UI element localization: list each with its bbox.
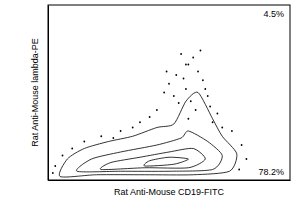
event-dot <box>238 169 240 171</box>
event-dot <box>190 100 192 102</box>
x-axis-title: Rat Anti-Mouse CD19-FITC <box>114 187 225 197</box>
marks <box>52 50 247 177</box>
event-dot <box>149 116 151 118</box>
event-dot <box>246 158 248 160</box>
event-dot <box>212 121 214 123</box>
quadrant-percent: 78.2% <box>258 167 284 177</box>
axis-line <box>49 180 291 181</box>
event-dot <box>100 135 102 137</box>
event-dot <box>156 109 158 111</box>
x-axis <box>49 180 291 181</box>
event-dot <box>183 78 185 80</box>
event-dot <box>180 53 182 55</box>
event-dot <box>185 64 187 66</box>
event-dot <box>139 121 141 123</box>
event-dot <box>54 165 56 167</box>
contour <box>76 131 222 172</box>
y-axis-title: Rat Anti-Mouse lambda-PE <box>30 38 40 147</box>
event-dot <box>209 106 211 108</box>
event-dot <box>120 130 122 132</box>
event-dot <box>187 118 189 120</box>
event-dot <box>231 130 233 132</box>
event-dot <box>241 144 243 146</box>
event-dot <box>217 113 219 115</box>
event-dot <box>52 172 54 174</box>
event-dot <box>173 95 175 97</box>
event-dot <box>200 50 202 52</box>
event-dot <box>168 83 170 85</box>
event-dot <box>71 148 73 150</box>
event-dot <box>112 137 114 139</box>
event-dot <box>166 71 168 73</box>
event-dot <box>185 88 187 90</box>
event-dot <box>195 109 197 111</box>
event-dot <box>207 95 209 97</box>
contour <box>59 92 237 177</box>
event-dot <box>187 64 189 66</box>
event-dot <box>204 88 206 90</box>
event-dot <box>197 71 199 73</box>
event-dot <box>62 155 64 157</box>
contour <box>144 157 188 166</box>
event-dot <box>178 102 180 104</box>
axis-line <box>48 6 49 181</box>
plot-area: 4.5% 78.2% <box>48 5 291 181</box>
event-dot <box>175 74 177 76</box>
event-dot <box>221 127 223 129</box>
event-dot <box>83 141 85 143</box>
quadrant-percent: 4.5% <box>263 9 284 19</box>
y-axis <box>48 6 49 181</box>
event-dot <box>202 79 204 81</box>
event-dot <box>132 127 134 129</box>
contour <box>100 148 205 169</box>
event-dot <box>192 57 194 59</box>
event-dot <box>163 92 165 94</box>
plot-frame <box>48 5 290 180</box>
chart: 4.5% 78.2% Rat Anti-Mouse CD19-FITC Rat Ant… <box>0 0 300 200</box>
